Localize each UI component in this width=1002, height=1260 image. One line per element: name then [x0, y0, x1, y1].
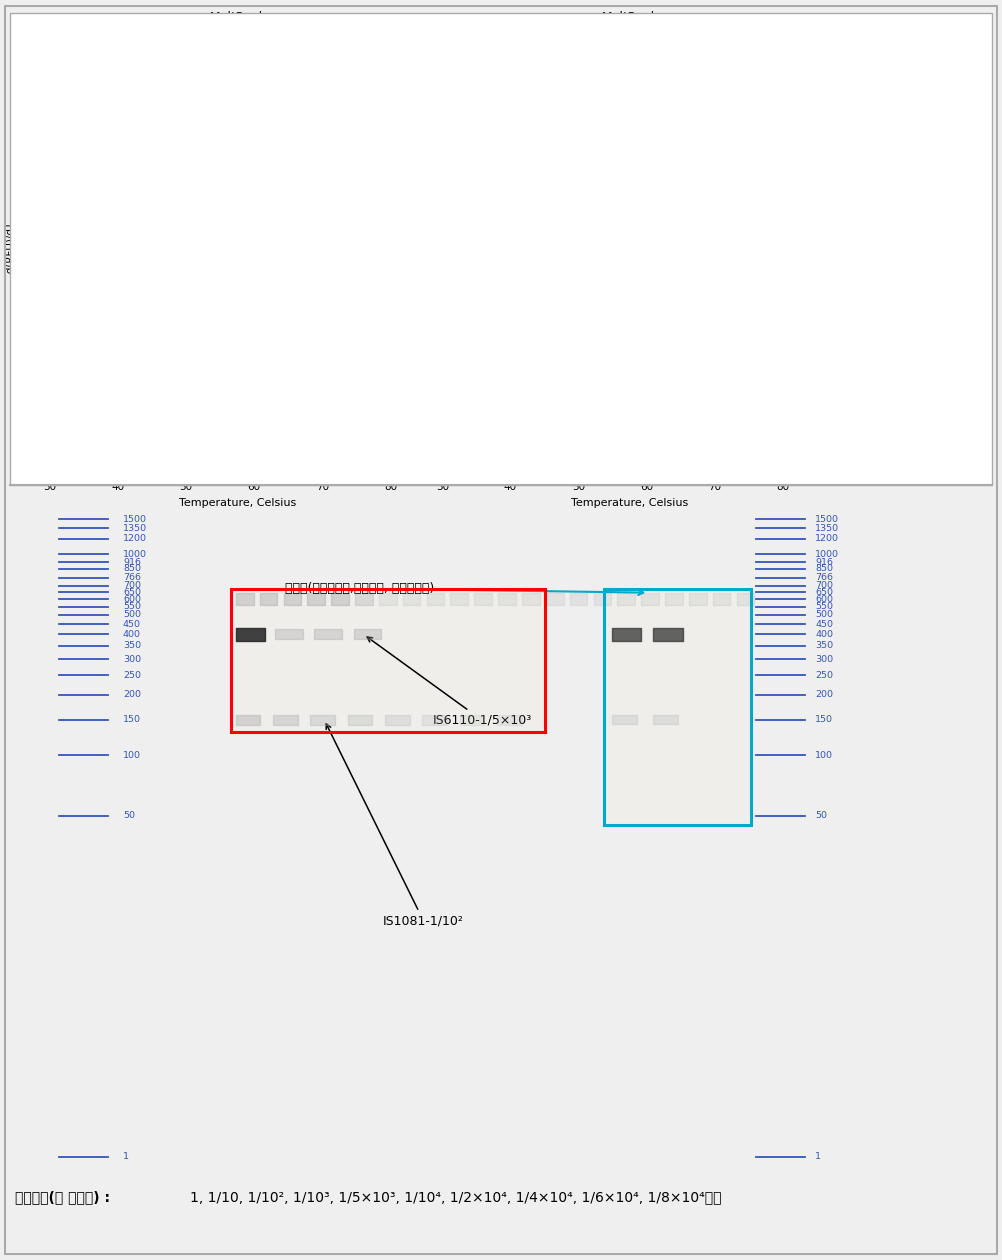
Text: 1/5,000: 1/5,000 — [904, 224, 955, 237]
Text: 500: 500 — [816, 610, 834, 620]
Text: 850: 850 — [816, 564, 834, 573]
Text: 1350: 1350 — [123, 524, 147, 533]
Text: 450: 450 — [123, 620, 141, 629]
Text: 450: 450 — [816, 620, 834, 629]
Text: 1000: 1000 — [816, 549, 840, 559]
Text: 600: 600 — [123, 595, 141, 604]
X-axis label: Temperature, Celsius: Temperature, Celsius — [571, 498, 688, 508]
Bar — [604, 590, 752, 825]
Text: 850: 850 — [123, 564, 141, 573]
Text: IS1081-1/10²: IS1081-1/10² — [327, 724, 464, 927]
Text: 766: 766 — [816, 573, 834, 582]
Text: 650: 650 — [123, 587, 141, 596]
Text: 1/100: 1/100 — [904, 150, 942, 163]
Text: 600: 600 — [816, 595, 834, 604]
Text: 1/20,000: 1/20,000 — [904, 299, 963, 311]
Text: $\mathbf{1/4 \times 10^4}$: $\mathbf{1/4 \times 10^4}$ — [308, 280, 405, 416]
Text: 1: 1 — [816, 1152, 822, 1162]
Text: 1/40,000: 1/40,000 — [904, 336, 963, 349]
Text: IS6110-1/5×10³: IS6110-1/5×10³ — [367, 638, 531, 727]
Text: 250: 250 — [816, 670, 834, 680]
Text: 766: 766 — [123, 573, 141, 582]
Bar — [230, 590, 545, 732]
Text: 50: 50 — [123, 811, 135, 820]
Text: 916: 916 — [123, 558, 141, 567]
Text: $\mathbf{1/8 \times 10^4}$: $\mathbf{1/8 \times 10^4}$ — [691, 257, 784, 418]
Text: 희석농도(첫 열부터) :: 희석농도(첫 열부터) : — [15, 1191, 110, 1205]
Text: 1: 1 — [123, 1152, 129, 1162]
Text: 350: 350 — [123, 641, 141, 650]
Text: 100: 100 — [816, 751, 834, 760]
Text: 550: 550 — [816, 602, 834, 611]
Text: 1500: 1500 — [123, 514, 147, 524]
Y-axis label: -d(RFU)/dT: -d(RFU)/dT — [398, 222, 408, 276]
Text: 1350: 1350 — [816, 524, 840, 533]
Text: NTC: NTC — [904, 449, 930, 461]
Text: 200: 200 — [816, 690, 834, 699]
Text: 100: 100 — [123, 751, 141, 760]
Bar — [604, 590, 752, 825]
Text: 1, 1/10, 1/10², 1/10³, 1/5×10³, 1/10⁴, 1/2×10⁴, 1/4×10⁴, 1/6×10⁴, 1/8×10⁴까지: 1, 1/10, 1/10², 1/10³, 1/5×10³, 1/10⁴, 1… — [190, 1191, 721, 1205]
Text: 1000: 1000 — [123, 549, 147, 559]
Text: 200: 200 — [123, 690, 141, 699]
Text: 400: 400 — [816, 630, 834, 639]
Text: 700: 700 — [123, 581, 141, 590]
Title: MeltPeak: MeltPeak — [208, 11, 266, 24]
X-axis label: Temperature, Celsius: Temperature, Celsius — [178, 498, 296, 508]
Text: 대조군(음성대조군,표준균주, 양성대조군): 대조군(음성대조군,표준균주, 양성대조군) — [285, 582, 643, 595]
Text: 1500: 1500 — [816, 514, 840, 524]
Text: 300: 300 — [123, 655, 141, 664]
Text: 650: 650 — [816, 587, 834, 596]
Text: 350: 350 — [816, 641, 834, 650]
Text: 400: 400 — [123, 630, 141, 639]
Text: 1/60,000: 1/60,000 — [904, 373, 963, 387]
Text: 150: 150 — [123, 716, 141, 724]
Text: 150: 150 — [816, 716, 834, 724]
Text: 1/10,000: 1/10,000 — [904, 261, 963, 275]
Y-axis label: -d(RFU)/dT: -d(RFU)/dT — [5, 222, 15, 276]
Title: MeltPeak: MeltPeak — [601, 11, 658, 24]
Text: 300: 300 — [816, 655, 834, 664]
Text: 700: 700 — [816, 581, 834, 590]
Bar — [230, 590, 545, 732]
Text: 550: 550 — [123, 602, 141, 611]
Text: 916: 916 — [816, 558, 834, 567]
Text: 1200: 1200 — [123, 534, 147, 543]
Text: 50: 50 — [816, 811, 828, 820]
Text: 250: 250 — [123, 670, 141, 680]
Text: 1/1,000: 1/1,000 — [904, 186, 955, 199]
Text: 1/80,000: 1/80,000 — [904, 411, 963, 423]
Text: 500: 500 — [123, 610, 141, 620]
Text: 1/10: 1/10 — [904, 112, 934, 125]
Text: 1200: 1200 — [816, 534, 840, 543]
Text: 1: 1 — [904, 74, 913, 88]
Text: 희석 배율: 희석 배율 — [893, 50, 934, 64]
